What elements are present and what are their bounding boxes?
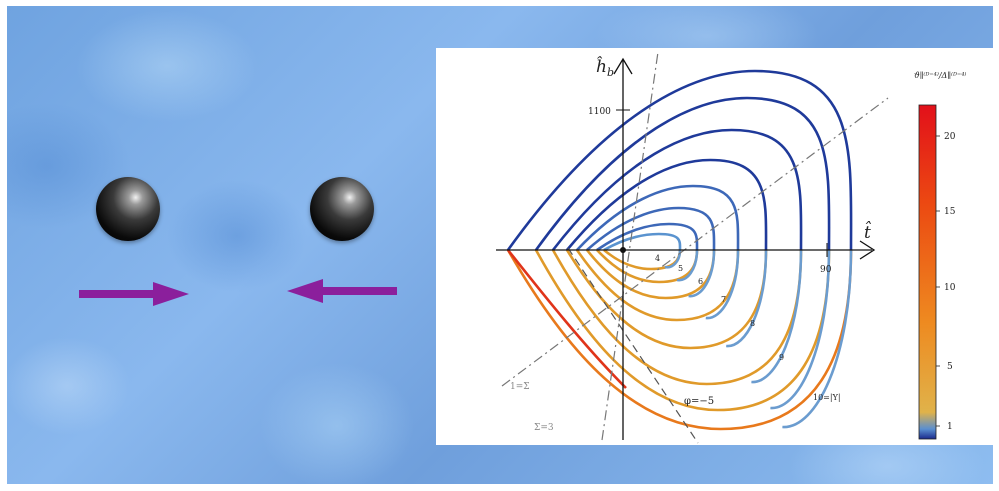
- colorbar-tick-label: 1: [947, 422, 953, 432]
- curve-upper-branch: [576, 184, 740, 251]
- curve-high-value-segment: [506, 249, 627, 389]
- curve-label: 4: [655, 254, 660, 263]
- sigma1-annotation: 1=Σ: [510, 382, 530, 392]
- right-pointing-arrow-icon: [79, 282, 189, 306]
- y-axis-label: ĥb: [596, 56, 614, 79]
- y-tick-label: 1100: [588, 107, 611, 117]
- curve-label: 7: [721, 295, 726, 304]
- phase-diagram-panel: ĥb t̂ 1100 90 4 5 6 7 8 9 10=|Υ| φ=−5 1=…: [436, 48, 999, 445]
- curve-transition-segment: [726, 249, 768, 348]
- curve-label: 6: [698, 277, 703, 286]
- curve-label: 9: [779, 353, 784, 362]
- x-axis-arrowhead-icon: [859, 240, 876, 260]
- left-black-sphere: [96, 177, 160, 241]
- curve-lower-branch: [534, 249, 831, 412]
- x-axis-label: t̂: [864, 221, 871, 243]
- guide-line-phi: [567, 247, 699, 444]
- curve-label: 8: [750, 319, 755, 328]
- curve-lower-branch: [551, 249, 803, 386]
- right-black-sphere: [310, 177, 374, 241]
- left-pointing-arrow-icon: [287, 279, 397, 303]
- curve-upper-branch: [596, 222, 699, 252]
- curve-transition-segment: [751, 249, 803, 384]
- curve-lower-branch: [506, 249, 853, 431]
- origin-point: [620, 247, 626, 253]
- curve-label: 5: [678, 264, 683, 273]
- colorbar-title: ϑ∥⁽ᴰ⁼⁴⁾/Δ∥⁽ᴰ⁼⁴⁾: [914, 71, 966, 80]
- trajectory-curves: [506, 69, 853, 431]
- colorbar-tick-label: 10: [944, 283, 956, 293]
- curve-transition-segment: [676, 249, 699, 282]
- curve-transition-segment: [705, 249, 740, 320]
- curve-transition-segment: [770, 249, 831, 410]
- curve-lower-branch: [565, 249, 768, 350]
- colorbar-tick-label: 15: [944, 207, 956, 217]
- curve-transition-segment: [782, 249, 853, 429]
- curve-upper-branch: [603, 232, 682, 252]
- sigma3-annotation: Σ=3: [534, 423, 554, 433]
- x-tick-label: 90: [820, 265, 832, 275]
- colorbar-tick-label: 5: [947, 362, 953, 372]
- curve-transition-segment: [688, 249, 716, 298]
- curve-label: 10=|Υ|: [813, 393, 841, 402]
- colorbar: [918, 104, 937, 440]
- colorbar-tick-label: 20: [944, 132, 956, 142]
- y-axis-arrowhead-icon: [613, 57, 633, 75]
- curve-upper-branch: [565, 158, 768, 251]
- curve-upper-branch: [534, 96, 831, 251]
- guide-line-sigma1: [501, 97, 889, 387]
- phase-diagram: ĥb t̂ 1100 90 4 5 6 7 8 9 10=|Υ| φ=−5 1=…: [496, 51, 966, 444]
- curve-upper-branch: [506, 69, 853, 251]
- phi-annotation: φ=−5: [684, 396, 714, 407]
- curve-upper-branch: [551, 128, 803, 251]
- guide-line-sigma3: [601, 51, 659, 441]
